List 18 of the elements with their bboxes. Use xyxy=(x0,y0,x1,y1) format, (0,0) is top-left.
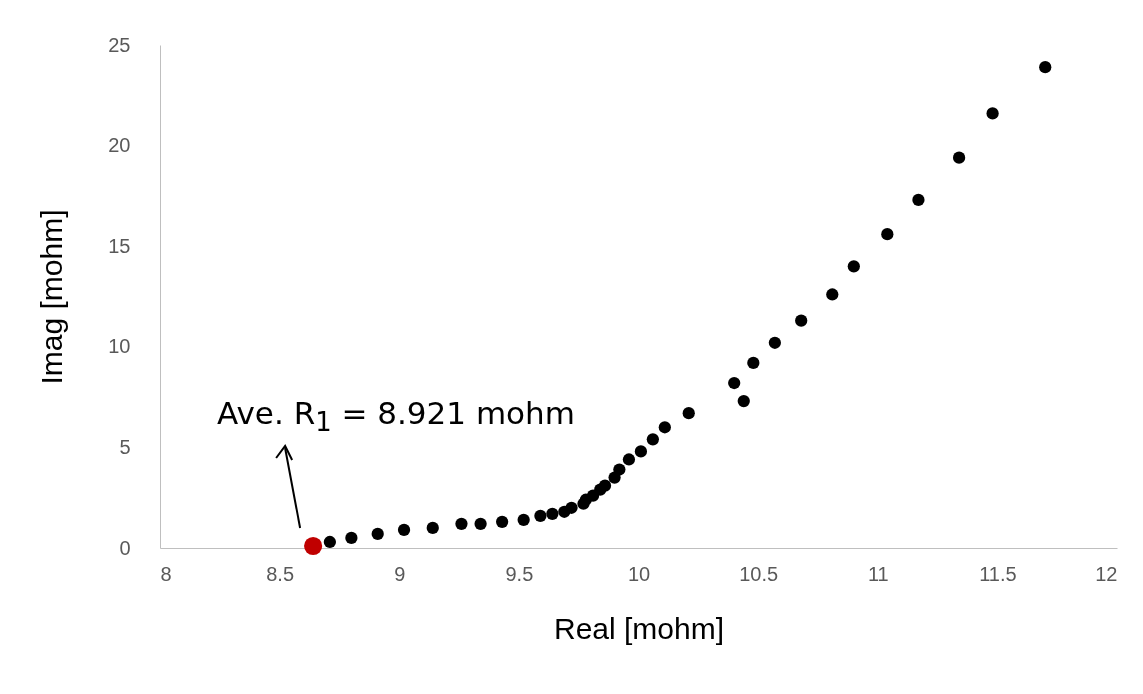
x-tick-label: 8.5 xyxy=(266,562,295,585)
y-tick-label: 0 xyxy=(119,536,131,559)
y-tick-label: 5 xyxy=(119,435,131,458)
y-tick-label: 25 xyxy=(108,33,131,56)
y-axis-title: Imag [mohm] xyxy=(35,209,69,385)
annotation: Ave. R$_{1}$ = 8.921 mohm xyxy=(217,394,575,438)
x-axis-title: Real [mohm] xyxy=(553,611,725,645)
y-tick-label: 15 xyxy=(108,234,131,257)
y-tick-label: 10 xyxy=(108,335,131,358)
x-tick-label: 12 xyxy=(1095,562,1118,585)
x-tick-label: 8 xyxy=(160,562,172,585)
x-tick-label: 10 xyxy=(627,562,651,585)
x-tick-label: 10.5 xyxy=(739,562,779,585)
x-tick-label: 9.5 xyxy=(505,562,534,585)
x-tick-label: 11 xyxy=(867,562,889,585)
x-tick-label: 9 xyxy=(394,562,406,585)
x-tick-label: 11.5 xyxy=(979,562,1017,585)
y-tick-label: 20 xyxy=(108,134,131,157)
